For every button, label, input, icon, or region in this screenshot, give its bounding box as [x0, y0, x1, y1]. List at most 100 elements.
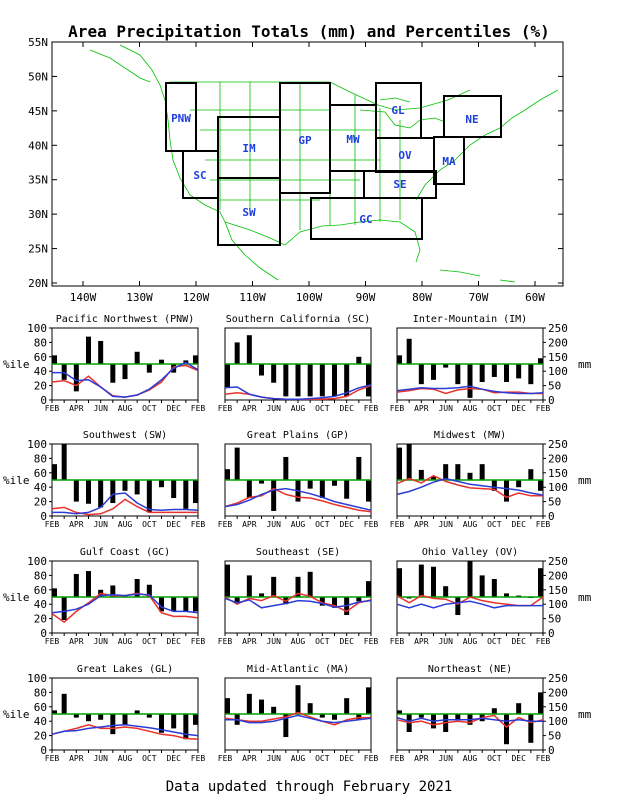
x-tick-label: APR [414, 520, 429, 529]
x-tick-label: APR [242, 754, 257, 763]
percentile-bar [110, 480, 116, 504]
y-tick-label-left: 60 [34, 351, 47, 364]
percentile-bar [225, 469, 230, 480]
chart-panel: Southwest (SW) FEB APR JUN AUG OCT DEC FEB 10080… [3, 430, 205, 529]
region-box-ne [443, 95, 502, 138]
percentile-bar [234, 597, 240, 603]
y-tick-label-left: 60 [34, 584, 47, 597]
y-tick-label-left: 40 [34, 481, 47, 494]
series-line-blue [224, 597, 372, 609]
percentile-bar [134, 480, 140, 495]
percentile-bar [52, 464, 57, 480]
y-tick-label-right: 50 [548, 613, 561, 626]
region-label-pnw: PNW [171, 112, 191, 125]
percentile-bar [356, 356, 362, 364]
x-tick-label: AUG [118, 520, 133, 529]
y-tick-label-right: 0 [548, 510, 555, 523]
percentile-bar [455, 714, 461, 720]
region-boxes [165, 82, 502, 246]
percentile-bar [516, 703, 522, 714]
series-line-red [224, 592, 372, 613]
x-tick-label: FEB [364, 520, 379, 529]
x-tick-label: FEB [218, 404, 233, 413]
y-tick-label-left: 100 [27, 438, 47, 451]
y-tick-label-right: 200 [548, 686, 568, 699]
series-line-blue [396, 477, 544, 496]
y-tick-label-right: 200 [548, 336, 568, 349]
x-tick-label: FEB [218, 637, 233, 646]
map-frame [51, 41, 564, 287]
percentile-bar [307, 480, 313, 489]
percentile-bar [516, 480, 522, 488]
x-tick-label: FEB [45, 637, 60, 646]
chart-title: Pacific Northwest (PNW) [56, 314, 194, 325]
y-tick-label-right: 50 [548, 496, 561, 509]
percentile-bar [146, 480, 152, 513]
x-tick-label: FEB [364, 637, 379, 646]
footer-note: Data updated through February 2021 [166, 779, 453, 795]
series-line-blue [225, 714, 372, 724]
y-tick-label-right: 150 [548, 467, 568, 480]
x-tick-label: APR [414, 404, 429, 413]
percentile-bar [86, 336, 91, 364]
y-tick-label-left: 100 [27, 555, 47, 568]
x-tick-label: FEB [536, 520, 551, 529]
percentile-bar [110, 714, 116, 735]
percentile-bar [146, 714, 152, 718]
x-tick-label: JUN [266, 754, 281, 763]
region-labels: PNW SC IM SW GP MW GL OV MA SE GC NE [171, 104, 479, 226]
x-tick-label: JUN [266, 637, 281, 646]
figure-title: Area Precipitation Totals (mm) and Perce… [68, 22, 550, 41]
series-line-blue [224, 487, 372, 511]
percentile-bar [98, 714, 104, 720]
y-tick-label-right: 150 [548, 701, 568, 714]
state-lines-a [190, 109, 380, 201]
y-tick-label-right: 200 [548, 452, 568, 465]
map-lat-label: 30N [28, 208, 48, 221]
chart-title: Midwest (MW) [434, 430, 506, 441]
y-tick-label-left: 100 [27, 322, 47, 335]
map-lon-label: 120W [183, 291, 210, 304]
chart-title: Gulf Coast (GC) [80, 547, 170, 558]
x-tick-label: AUG [463, 520, 478, 529]
series-line-blue [51, 593, 199, 614]
percentile-bar [307, 364, 313, 397]
series-line-blue [396, 600, 543, 609]
chart-panel: Pacific Northwest (PNW) FEB APR JUN AUG OCT DE… [3, 314, 205, 413]
x-tick-label: AUG [118, 404, 133, 413]
region-label-im: IM [242, 142, 256, 155]
chart-panel: Inter-Mountain (IM) FEB APR JUN AUG OCT DEC FEB… [390, 314, 592, 413]
x-tick-label: DEC [166, 520, 181, 529]
percentile-bar [332, 480, 337, 486]
x-tick-label: JUN [266, 404, 281, 413]
percentile-bar [418, 564, 424, 597]
x-tick-label: AUG [291, 637, 306, 646]
x-tick-label: DEC [339, 520, 354, 529]
x-tick-label: JUN [438, 520, 453, 529]
percentile-bar [455, 364, 461, 385]
y-tick-label-right: 250 [548, 438, 568, 451]
region-box-gc [310, 197, 423, 240]
region-label-ma: MA [442, 155, 456, 168]
y-tick-label-left: 20 [34, 380, 47, 393]
x-tick-label: JUN [438, 637, 453, 646]
x-tick-label: FEB [45, 404, 60, 413]
percentile-bar [159, 714, 164, 733]
y-tick-label-right: 0 [548, 394, 555, 407]
region-label-sw: SW [242, 206, 256, 219]
region-box-sw [217, 177, 281, 246]
x-tick-label: FEB [364, 404, 379, 413]
percentile-bar [443, 364, 449, 368]
us-map: 55N 50N 45N 40N 35N 30N 25N 20N 140W 130W 120W 110W… [28, 36, 564, 304]
x-tick-label: APR [69, 637, 84, 646]
percentile-bar [271, 706, 277, 714]
x-tick-label: AUG [291, 754, 306, 763]
x-tick-label: AUG [291, 404, 306, 413]
region-label-ne: NE [465, 113, 478, 126]
percentile-bar [193, 355, 198, 364]
percentile-bar [98, 340, 104, 364]
series-line-blue [51, 724, 199, 737]
x-tick-label: JUN [93, 637, 108, 646]
y-tick-label-left: 20 [34, 613, 47, 626]
